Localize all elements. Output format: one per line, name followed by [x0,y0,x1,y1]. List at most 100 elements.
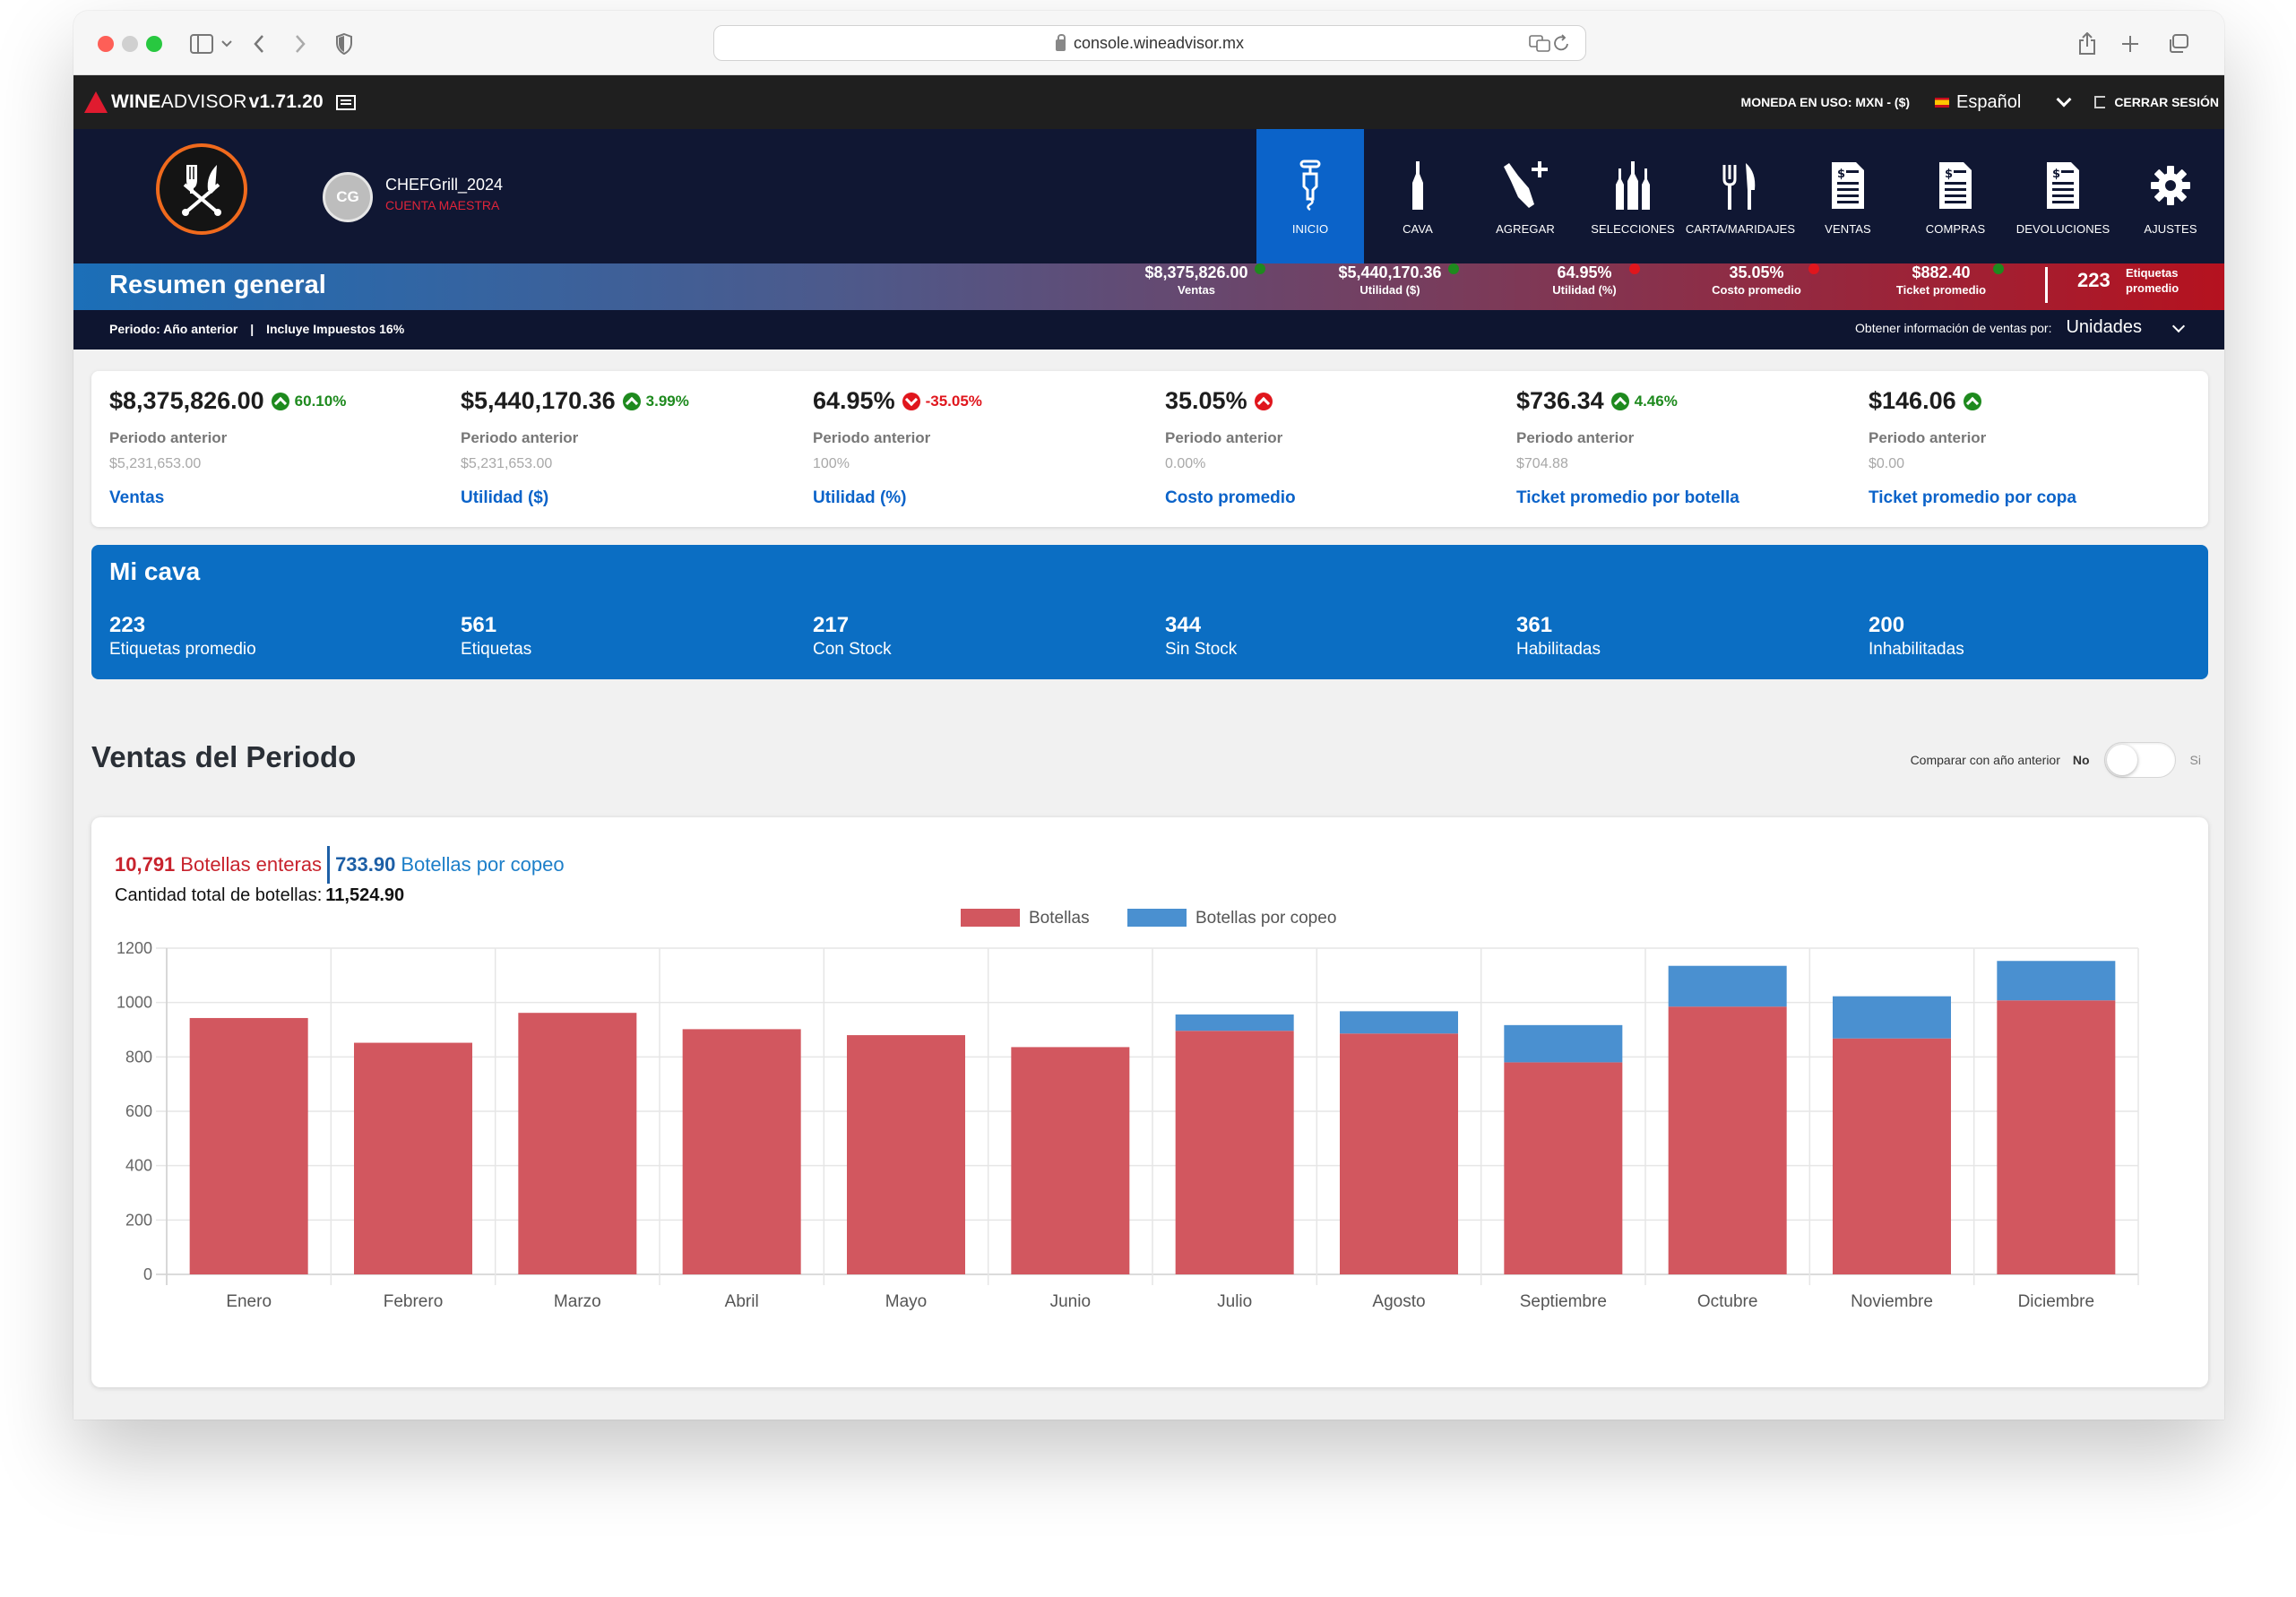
bar-copeo [1833,996,1951,1039]
back-icon[interactable] [253,29,265,59]
logout-label: CERRAR SESIÓN [2114,95,2219,109]
status-dot-icon [1448,263,1459,274]
y-tick-label: 1200 [117,939,152,957]
shield-icon[interactable] [335,29,353,59]
status-dot-icon [1255,263,1265,274]
nav-item-agregar[interactable]: AGREGAR [1472,129,1579,263]
spain-flag-icon [1935,97,1950,108]
zoom-window-button[interactable] [146,36,162,52]
x-tick-label: Abril [725,1292,759,1311]
x-tick-label: Mayo [885,1292,927,1311]
minimize-window-button[interactable] [122,36,138,52]
summary-divider [2045,267,2048,303]
summary-labels-line1: Etiquetas [2126,266,2179,280]
kpi-name: Ventas [109,488,165,507]
copeo-label: Botellas por copeo [401,853,565,876]
nav-label: AJUSTES [2144,222,2197,236]
y-tick-label: 400 [125,1157,152,1175]
legend-swatch [961,909,1020,927]
chevron-down-icon[interactable] [220,29,233,59]
kpi-utilidad[interactable]: $5,440,170.36 3.99% Periodo anterior $5,… [461,387,801,508]
kpi-prev-value: 0.00% [1165,456,1206,471]
nav-label: CAVA [1403,222,1433,236]
sales-by-label: Obtener información de ventas por: [1855,320,2052,335]
kpi-ticket-copa[interactable]: $146.06 Periodo anterior $0.00 Ticket pr… [1869,387,2209,508]
x-tick-label: Febrero [384,1292,444,1311]
compare-toggle[interactable] [2103,742,2176,778]
kpi-name: Utilidad ($) [461,488,549,507]
cava-stat[interactable]: 200 Inhabilitadas [1869,613,1964,660]
user-name: CHEFGrill_2024 [385,176,504,194]
cava-title: Mi cava [109,557,201,585]
summary-metric-utilidad-pct: 64.95% Utilidad (%) [1540,263,1640,297]
bar-botellas [518,1013,637,1274]
summary-label: Utilidad (%) [1552,283,1617,297]
forward-icon[interactable] [294,29,306,59]
bar-copeo [1668,965,1787,1007]
nav-item-ajustes[interactable]: AJUSTES [2117,129,2224,263]
news-icon[interactable] [335,94,356,110]
kpi-value: $5,440,170.36 [461,387,616,414]
crossed-knives-icon [182,165,221,216]
cava-stat[interactable]: 217 Con Stock [813,613,892,660]
nav-item-cava[interactable]: CAVA [1364,129,1472,263]
bar-botellas [1011,1047,1130,1274]
brand-triangle-icon [84,91,108,113]
summary-labels-line2: promedio [2126,281,2179,295]
nav-label: DEVOLUCIONES [2015,222,2110,236]
tab-overview-icon[interactable] [2167,29,2190,59]
kpi-prev-label: Periodo anterior [1869,429,1987,446]
total-label: Cantidad total de botellas: [115,885,323,905]
kpi-costo[interactable]: 35.05% Periodo anterior 0.00% Costo prom… [1165,387,1506,508]
arrow-up-icon [1254,392,1273,410]
cava-stat[interactable]: 223 Etiquetas promedio [109,613,256,660]
close-window-button[interactable] [98,36,114,52]
cava-stat-value: 561 [461,613,497,637]
summary-label: Ticket promedio [1895,283,1987,297]
kpi-utilidad-pct[interactable]: 64.95% -35.05% Periodo anterior 100% Uti… [813,387,1153,508]
cava-stat-value: 223 [109,613,146,637]
nav-item-compras[interactable]: $ COMPRAS [1902,129,2009,263]
sidebar-toggle-icon[interactable] [190,29,213,59]
browser-window: console.wineadvisor.mx WINE ADVISOR v1.7… [73,11,2224,1420]
bar-botellas [1504,1062,1623,1274]
share-icon[interactable] [2077,29,2097,59]
nav-item-devoluciones[interactable]: $ DEVOLUCIONES [2009,129,2117,263]
nav-label: INICIO [1291,222,1329,236]
summary-label: Utilidad ($) [1359,283,1420,297]
strip-right: MONEDA EN USO: MXN - ($) Español CERRAR … [1741,75,2219,129]
cava-stat[interactable]: 361 Habilitadas [1516,613,1601,660]
cava-stat-value: 217 [813,613,850,637]
new-tab-icon[interactable] [2120,29,2140,59]
language-selector[interactable]: Español [1935,92,2094,113]
copeo-value: 733.90 [335,853,396,876]
x-tick-label: Noviembre [1851,1292,1933,1311]
cava-stat-label: Sin Stock [1165,640,1238,659]
bottles-label: Botellas enteras [180,853,323,876]
kpi-prev-value: $0.00 [1869,456,1905,471]
status-dot-icon [1629,263,1640,274]
nav-item-carta-maridajes[interactable]: CARTA/MARIDAJES [1685,129,1796,263]
translate-reload-icon[interactable] [1528,33,1571,57]
brand-logo[interactable]: WINE ADVISOR v1.71.20 [84,75,356,129]
nav-label: CARTA/MARIDAJES [1685,222,1796,236]
chart-total: Cantidad total de botellas: 11,524.90 [115,885,404,906]
address-bar[interactable]: console.wineadvisor.mx [713,25,1586,61]
nav-item-ventas[interactable]: $ VENTAS [1794,129,1902,263]
arrow-up-icon [1963,392,1981,410]
cava-stat[interactable]: 344 Sin Stock [1165,613,1237,660]
sales-by-selector[interactable]: Obtener información de ventas por: Unida… [1855,317,2186,338]
kpi-ventas[interactable]: $8,375,826.00 60.10% Periodo anterior $5… [109,387,450,508]
cava-stat[interactable]: 561 Etiquetas [461,613,531,660]
kpi-prev-label: Periodo anterior [461,429,579,446]
logout-button[interactable]: CERRAR SESIÓN [2094,95,2219,109]
compare-si: Si [2189,753,2201,767]
kpi-ticket-botella[interactable]: $736.34 4.46% Periodo anterior $704.88 T… [1516,387,1857,508]
nav-item-inicio[interactable]: INICIO [1256,129,1364,263]
nav-item-selecciones[interactable]: SELECCIONES [1579,129,1687,263]
document-icon: $ [1939,162,1972,209]
avatar[interactable]: CG [323,172,373,222]
arrow-down-icon [902,392,920,410]
x-tick-label: Marzo [554,1292,601,1311]
kpi-prev-label: Periodo anterior [1516,429,1635,446]
